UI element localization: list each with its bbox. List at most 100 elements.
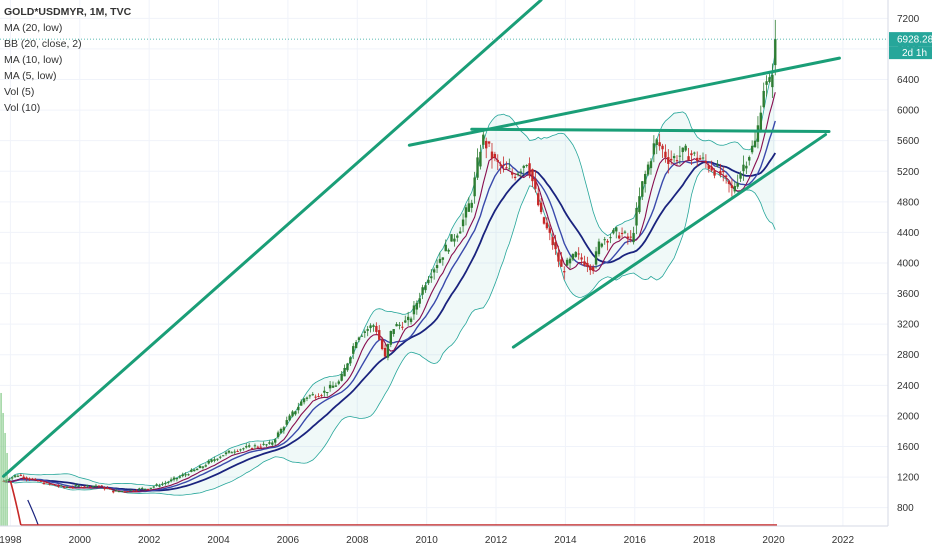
candle [389,330,393,348]
candle [360,333,364,337]
candle [103,486,106,491]
candle [193,469,196,472]
volume-bar [4,432,6,526]
candle [464,204,468,226]
candle [161,481,164,487]
price-axis[interactable]: 800 1200 1600 2000 2400 2800 3200 3600 4000 4400 4… [887,0,932,550]
candle [603,236,606,245]
candle [742,155,745,181]
time-axis[interactable]: 1998 2000 2002 2004 2006 2008 2010 2012 2014 2016… [0,525,888,546]
y-tick-label: 2000 [897,411,920,422]
y-tick-label: 4400 [897,228,920,239]
candle [230,451,234,454]
candle [164,480,167,486]
candle [256,445,260,448]
candle [395,322,398,327]
candle [262,441,265,446]
candle [10,476,14,481]
candle [771,63,774,99]
candle [615,226,618,239]
candle [421,284,424,300]
candle [545,217,549,230]
candle [713,168,716,179]
volume-bar [2,412,4,526]
candle [340,371,343,382]
candle [542,216,546,225]
candle [418,292,421,308]
candle [722,166,725,182]
indicator-ma10[interactable]: MA (10, low) [4,54,63,66]
candle [687,147,690,161]
candle [97,485,101,488]
candle [768,72,771,83]
y-tick-label: 6000 [897,106,920,117]
candle [774,19,777,76]
candle [415,300,419,315]
candle [83,485,86,489]
candle [597,238,601,257]
indicator-vol10[interactable]: Vol (10) [4,102,41,114]
candle [383,344,387,358]
candle [349,355,352,366]
candle [638,187,641,214]
candle [430,269,433,283]
candle [733,181,736,194]
candle [450,234,453,242]
candle [591,264,595,275]
indicator-vol5[interactable]: Vol (5) [4,86,35,98]
candle [126,490,129,493]
candle [297,402,300,414]
candle [658,133,661,151]
candle [551,231,554,250]
candle [123,490,127,493]
candle [207,459,210,465]
indicator-ma5[interactable]: MA (5, low) [4,70,57,82]
candle [36,479,40,482]
candle [574,251,578,258]
candle [132,489,135,492]
y-tick-label: 5200 [897,167,920,178]
candle [392,329,395,337]
candle [100,484,103,487]
candle [441,257,445,266]
candle [675,155,679,166]
candle [285,416,288,427]
candle [435,259,439,273]
candle [198,464,202,469]
indicator-ma20[interactable]: MA (20, low) [4,22,63,34]
candle [247,442,251,449]
candle [736,174,739,189]
indicator-bb[interactable]: BB (20, close, 2) [4,38,82,50]
candle [366,325,369,337]
candle [213,456,216,463]
candle [635,202,638,235]
candle [62,485,66,489]
candle [39,480,43,483]
trendlines[interactable] [1,0,841,478]
candle [305,396,309,402]
candle [696,151,699,167]
symbol-title[interactable]: GOLD*USDMYR, 1M, TVC [4,6,132,18]
candle [354,339,358,349]
candle [404,315,407,324]
x-tick-label: 2006 [277,535,300,546]
candle [167,480,170,485]
candle [34,477,37,480]
y-tick-label: 800 [897,503,914,514]
candle [583,255,586,267]
y-tick-label: 2800 [897,350,920,361]
x-tick-label: 2022 [832,535,855,546]
candle [149,487,153,490]
candle [323,386,326,397]
candle [470,199,473,213]
y-tick-label: 6400 [897,75,920,86]
y-tick-label: 1200 [897,473,920,484]
candle [499,161,502,174]
y-tick-label: 4000 [897,259,920,270]
candle [45,481,49,484]
candle [178,474,181,479]
candle [201,465,205,470]
candle [643,170,647,193]
candle [91,485,95,488]
